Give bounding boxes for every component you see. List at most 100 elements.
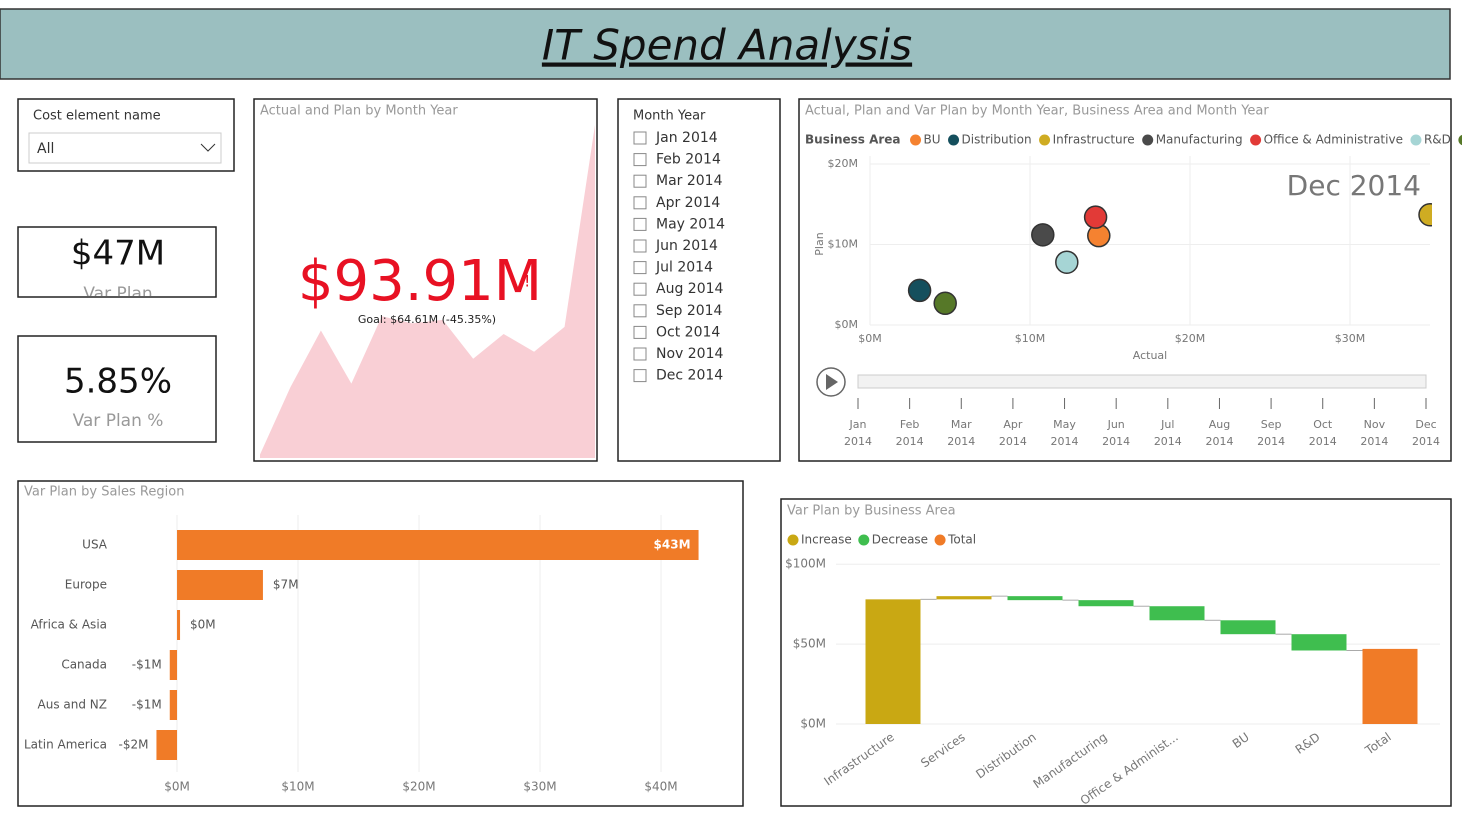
slicer-item: Mar 2014 [656, 173, 723, 189]
legend-swatch [934, 534, 946, 546]
legend-label: Infrastructure [1053, 133, 1135, 147]
slicer-item: Jul 2014 [655, 260, 713, 276]
scatter-panel [798, 98, 1452, 462]
category-label: Latin America [24, 738, 107, 752]
value-label: $0M [190, 618, 216, 632]
checkbox[interactable] [633, 325, 647, 339]
timeline-year: 2014 [1102, 435, 1130, 448]
timeline-month: Dec [1415, 418, 1436, 431]
bar [177, 570, 263, 600]
category-label: USA [82, 538, 108, 552]
category-label: Canada [61, 658, 107, 672]
timeline-year: 2014 [947, 435, 975, 448]
card-label: Var Plan % [73, 411, 164, 431]
timeline-year: 2014 [1051, 435, 1079, 448]
x-tick-label: $10M [1015, 332, 1046, 345]
legend-swatch [1142, 134, 1154, 146]
timeline-month: Feb [900, 418, 919, 431]
timeline-year: 2014 [1205, 435, 1233, 448]
legend-label: Office & Administrative [1264, 133, 1403, 147]
timeline-month: Aug [1209, 418, 1230, 431]
x-tick-label: $10M [281, 780, 314, 794]
chart-title: Var Plan by Business Area [787, 504, 956, 519]
waterfall-bar [1362, 648, 1418, 724]
play-slider[interactable] [857, 374, 1427, 389]
timeline-month: Nov [1364, 418, 1386, 431]
checkbox[interactable] [633, 261, 647, 275]
slicer-item: Feb 2014 [656, 152, 721, 168]
timeline-month: Sep [1261, 418, 1282, 431]
slicer-item: Sep 2014 [656, 303, 723, 319]
x-tick-label: $30M [1335, 332, 1366, 345]
checkbox[interactable] [633, 282, 647, 296]
legend-swatch [1250, 134, 1262, 146]
slicer-item: Jun 2014 [655, 238, 718, 254]
slicer-label: Month Year [633, 109, 706, 124]
checkbox[interactable] [633, 131, 647, 145]
timeline-year: 2014 [1309, 435, 1337, 448]
checkbox[interactable] [633, 304, 647, 318]
checkbox[interactable] [633, 369, 647, 383]
category-label: Europe [65, 578, 107, 592]
bar [156, 730, 178, 760]
timeline-month: Jan [849, 418, 867, 431]
legend-swatch [1039, 134, 1051, 146]
slicer-item: Dec 2014 [656, 368, 723, 384]
legend-label: R&D [1424, 133, 1451, 147]
timeline-year: 2014 [844, 435, 872, 448]
checkbox[interactable] [633, 153, 647, 167]
slicer-item: Apr 2014 [656, 195, 720, 211]
y-tick-label: $20M [828, 157, 859, 170]
legend-title: Business Area [805, 133, 901, 147]
slicer-item: May 2014 [656, 216, 725, 232]
timeline-month: Apr [1003, 418, 1023, 431]
timeline-month: Mar [951, 418, 972, 431]
waterfall-bar [1078, 600, 1134, 607]
legend-label: Increase [801, 533, 852, 547]
kpi-value: $93.91M [298, 249, 542, 314]
waterfall-bar [936, 596, 992, 600]
y-tick-label: $100M [785, 557, 826, 571]
x-tick-label: $30M [523, 780, 556, 794]
timeline-year: 2014 [1360, 435, 1388, 448]
waterfall-bar [1220, 620, 1276, 635]
plot-area [907, 203, 1432, 316]
checkbox[interactable] [633, 174, 647, 188]
checkbox[interactable] [633, 217, 647, 231]
header-bar [0, 8, 1451, 80]
checkbox[interactable] [633, 347, 647, 361]
x-axis-label: Actual [1133, 349, 1167, 362]
x-tick-label: $20M [1175, 332, 1206, 345]
value-label: -$2M [118, 738, 148, 752]
dropdown-value: All [37, 141, 54, 157]
timeline-month: Oct [1313, 418, 1333, 431]
dropdown[interactable] [28, 132, 222, 164]
timeline-year: 2014 [1412, 435, 1440, 448]
slicer-item: Nov 2014 [656, 346, 723, 362]
bubble [1055, 250, 1079, 274]
legend-label: Total [947, 533, 976, 547]
checkbox[interactable] [633, 239, 647, 253]
slicer-label: Cost element name [33, 109, 161, 124]
slicer-item: Oct 2014 [656, 324, 720, 340]
card [17, 335, 217, 443]
checkbox[interactable] [633, 196, 647, 210]
x-tick-label: $20M [402, 780, 435, 794]
bar [169, 650, 178, 680]
chart-title: Actual, Plan and Var Plan by Month Year,… [805, 104, 1269, 119]
value-label: $43M [654, 538, 691, 552]
bar [177, 530, 699, 560]
slicer-item: Aug 2014 [656, 281, 724, 297]
legend-swatch [858, 534, 870, 546]
value-label: -$1M [132, 698, 162, 712]
play-label: Dec 2014 [1287, 169, 1421, 202]
legend-swatch [910, 134, 922, 146]
trend-area [260, 125, 595, 458]
waterfall-bar [1291, 634, 1347, 651]
bar-panel [17, 480, 744, 807]
bar [169, 690, 178, 720]
legend-swatch [1458, 134, 1462, 146]
x-tick-label: $0M [858, 332, 882, 345]
legend-label: Manufacturing [1156, 133, 1243, 147]
